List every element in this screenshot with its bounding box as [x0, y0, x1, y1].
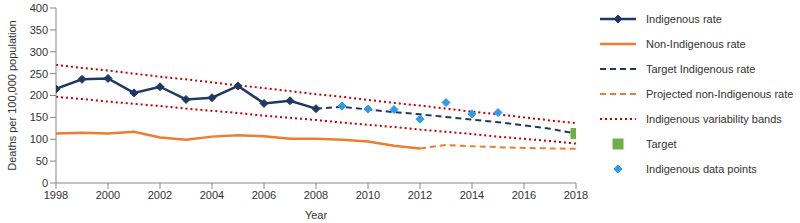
svg-text:2018: 2018: [564, 189, 588, 201]
svg-text:2004: 2004: [200, 189, 224, 201]
svg-text:200: 200: [30, 89, 48, 101]
svg-text:2016: 2016: [512, 189, 536, 201]
svg-text:250: 250: [30, 68, 48, 80]
html-text:Indigenous variability bands: Indigenous variability bands: [646, 112, 782, 125]
svg-text:2010: 2010: [356, 189, 380, 201]
html-text:Non-Indigenous rate: Non-Indigenous rate: [646, 37, 746, 50]
svg-text:2008: 2008: [304, 189, 328, 201]
svg-text:Deaths per 100,000 population: Deaths per 100,000 population: [8, 20, 18, 170]
html-text:Indigenous rate: Indigenous rate: [646, 12, 722, 25]
svg-text:2006: 2006: [252, 189, 276, 201]
svg-text:150: 150: [30, 111, 48, 123]
svg-text:0: 0: [42, 177, 48, 189]
svg-text:300: 300: [30, 46, 48, 58]
html-text:Projected non-Indigenous rate: Projected non-Indigenous rate: [646, 87, 794, 100]
svg-text:100: 100: [30, 133, 48, 145]
svg-text:2002: 2002: [148, 189, 172, 201]
svg-text:Year: Year: [305, 209, 328, 221]
svg-text:400: 400: [30, 2, 48, 14]
svg-text:2012: 2012: [408, 189, 432, 201]
svg-text:50: 50: [36, 155, 48, 167]
svg-text:350: 350: [30, 24, 48, 36]
svg-text:2014: 2014: [460, 189, 484, 201]
svg-text:1998: 1998: [44, 189, 68, 201]
html-text:Indigenous data points: Indigenous data points: [646, 162, 757, 175]
html-text:Target Indigenous rate: Target Indigenous rate: [646, 62, 756, 75]
html-text:Target: Target: [646, 137, 677, 150]
svg-text:2000: 2000: [96, 189, 120, 201]
